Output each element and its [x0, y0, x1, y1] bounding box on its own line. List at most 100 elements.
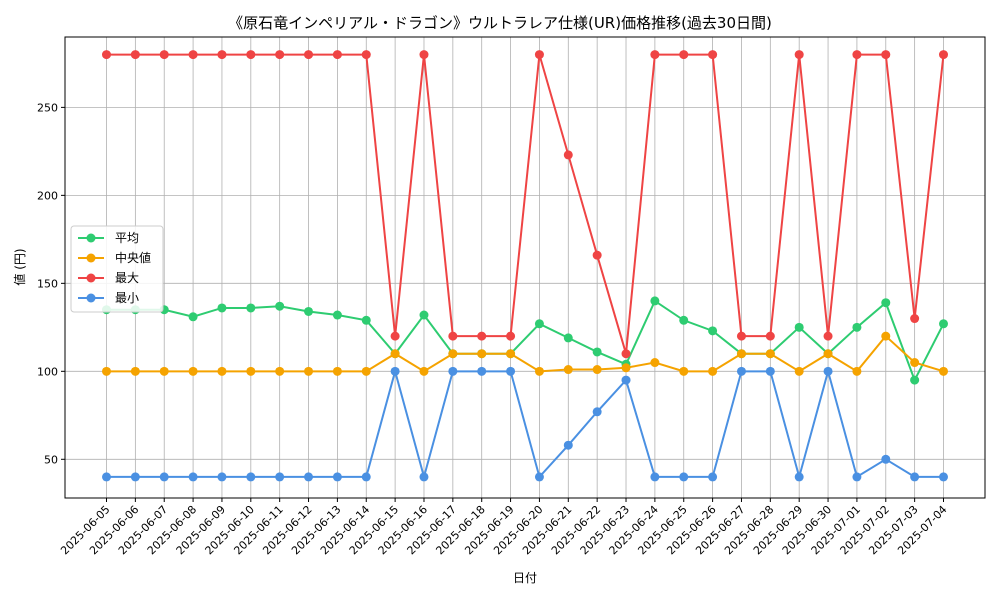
plot-frame — [64, 36, 986, 499]
data-point — [390, 366, 400, 376]
data-point — [939, 366, 948, 376]
legend-box — [70, 225, 164, 313]
data-point — [794, 322, 804, 332]
legend-item: 中央値 — [78, 250, 151, 265]
legend-item: 平均 — [78, 231, 139, 245]
data-point — [246, 50, 256, 60]
data-point — [419, 310, 429, 320]
data-point — [188, 472, 198, 482]
data-point — [765, 349, 775, 359]
data-point — [188, 366, 198, 376]
y-tick-label: 250 — [37, 101, 58, 114]
series-layer — [102, 50, 948, 482]
data-point — [881, 454, 891, 464]
data-point — [881, 298, 891, 308]
data-point — [332, 310, 342, 320]
data-point — [159, 50, 169, 60]
data-point — [217, 303, 227, 313]
series-3 — [102, 366, 948, 482]
series-line — [106, 299, 945, 383]
legend-label: 最大 — [115, 271, 139, 285]
data-point — [794, 366, 804, 376]
data-point — [477, 366, 487, 376]
data-point — [765, 331, 775, 341]
data-point — [130, 472, 140, 482]
data-point — [275, 301, 285, 311]
data-point — [650, 358, 660, 368]
data-point — [621, 349, 631, 359]
data-point — [563, 365, 573, 375]
data-point — [736, 331, 746, 341]
data-point — [246, 472, 256, 482]
data-point — [621, 363, 631, 373]
data-point — [563, 150, 573, 160]
legend-label: 平均 — [115, 231, 139, 245]
data-point — [939, 50, 948, 60]
data-point — [534, 366, 544, 376]
data-point — [217, 50, 227, 60]
data-point — [217, 366, 227, 376]
data-point — [419, 472, 429, 482]
data-point — [852, 322, 862, 332]
data-point — [477, 331, 487, 341]
data-point — [650, 472, 660, 482]
data-point — [794, 472, 804, 482]
data-point — [534, 472, 544, 482]
data-point — [679, 315, 689, 325]
data-point — [650, 296, 660, 306]
data-point — [881, 331, 891, 341]
series-line — [106, 334, 944, 373]
data-point — [275, 366, 285, 376]
series-1 — [102, 331, 948, 376]
data-point — [506, 331, 516, 341]
data-point — [332, 472, 342, 482]
data-point — [130, 366, 140, 376]
data-point — [708, 472, 718, 482]
data-point — [910, 358, 920, 368]
data-point — [275, 472, 285, 482]
data-point — [419, 366, 429, 376]
chart-title: 《原石竜インペリアル・ドラゴン》ウルトラレア仕様(UR)価格推移(過去30日間) — [228, 14, 772, 32]
data-point — [939, 472, 948, 482]
data-point — [852, 50, 862, 60]
data-point — [534, 319, 544, 329]
data-point — [188, 312, 198, 322]
data-point — [361, 315, 371, 325]
data-point — [159, 366, 169, 376]
legend-swatch-marker — [86, 293, 96, 303]
data-point — [736, 366, 746, 376]
data-point — [563, 333, 573, 343]
data-point — [390, 331, 400, 341]
data-point — [592, 250, 602, 260]
data-point — [506, 349, 516, 359]
x-axis-label: 日付 — [513, 571, 537, 585]
data-point — [910, 375, 920, 385]
data-point — [102, 50, 111, 60]
data-point — [361, 50, 371, 60]
data-point — [852, 366, 862, 376]
y-axis-ticks: 50 100 150 200 250 — [37, 101, 65, 466]
y-tick-label: 50 — [44, 453, 58, 466]
data-point — [304, 366, 314, 376]
data-point — [708, 366, 718, 376]
legend-swatch-marker — [86, 273, 96, 283]
data-point — [679, 472, 689, 482]
data-point — [506, 366, 516, 376]
legend-label: 中央値 — [115, 250, 151, 265]
legend-item: 最小 — [78, 291, 139, 305]
data-point — [102, 472, 111, 482]
data-point — [304, 306, 314, 316]
data-point — [708, 326, 718, 336]
series-line — [106, 367, 944, 481]
data-point — [448, 349, 458, 359]
data-point — [679, 50, 689, 60]
y-tick-label: 100 — [37, 365, 58, 378]
y-axis-label: 値 (円) — [12, 248, 27, 285]
data-point — [534, 50, 544, 60]
data-point — [823, 366, 833, 376]
legend-swatch-marker — [86, 253, 96, 263]
data-point — [592, 365, 602, 375]
data-point — [217, 472, 227, 482]
